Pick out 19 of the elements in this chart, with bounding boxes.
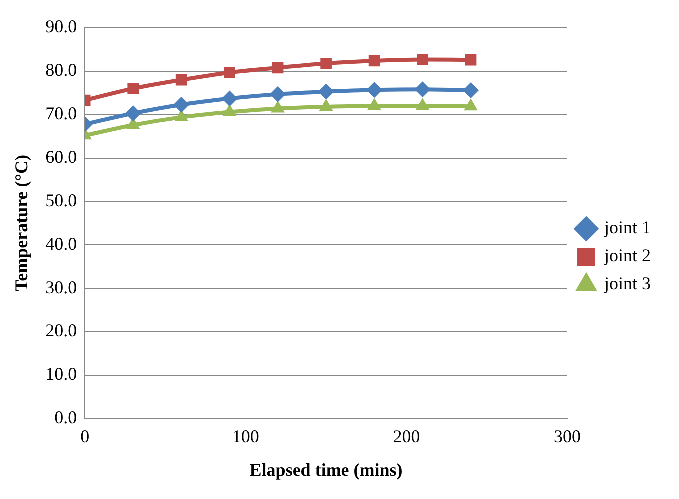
y-tick-label: 30.0 — [46, 277, 78, 298]
x-tick-label: 200 — [393, 426, 420, 446]
x-axis-title: Elapsed time (mins) — [250, 460, 403, 480]
y-tick-label: 90.0 — [46, 16, 78, 37]
legend-label: joint 3 — [603, 274, 652, 294]
x-tick-label: 300 — [554, 426, 581, 446]
y-tick-label: 10.0 — [46, 364, 78, 384]
y-tick-label: 80.0 — [46, 60, 78, 80]
y-tick-label: 50.0 — [46, 190, 78, 210]
y-tick-label: 60.0 — [46, 147, 78, 167]
y-tick-label: 70.0 — [46, 104, 78, 124]
y-tick-label: 40.0 — [46, 234, 78, 254]
x-tick-label: 100 — [232, 426, 260, 446]
legend-label: joint 1 — [603, 218, 652, 238]
y-tick-label: 0.0 — [54, 408, 78, 428]
y-axis-title: Temperature (°C) — [11, 155, 32, 292]
y-tick-label: 20.0 — [46, 320, 78, 341]
legend-label: joint 2 — [603, 246, 652, 266]
x-tick-label: 0 — [80, 426, 90, 446]
